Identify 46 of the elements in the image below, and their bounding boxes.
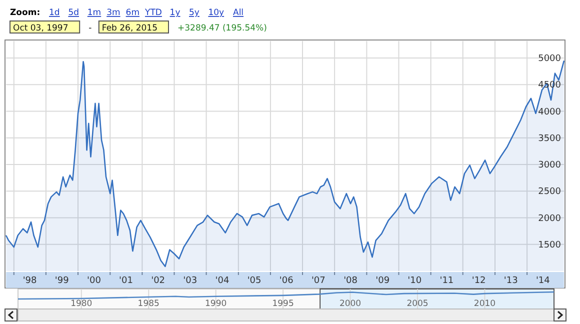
text: 5y [189, 8, 200, 18]
y-tick-label: 4000 [538, 107, 562, 118]
text: 1m [87, 8, 102, 18]
text: 1y [170, 8, 180, 18]
text: YTD [144, 8, 162, 18]
x-tick-label: 2010 [474, 299, 496, 309]
y-tick-label: 5000 [538, 54, 562, 64]
x-tick-label: '03 [183, 276, 198, 286]
x-tick-label: '08 [344, 276, 358, 286]
x-tick-label: 1995 [272, 299, 294, 309]
x-tick-label: '11 [440, 276, 454, 286]
y-tick-label: 2000 [538, 214, 562, 224]
x-tick-label: '01 [119, 276, 133, 286]
text: Zoom: [10, 8, 40, 18]
x-tick-label: '07 [311, 276, 326, 286]
y-tick-label: 2500 [538, 187, 562, 198]
text: Feb 26, 2015 [102, 24, 158, 34]
text: Oct 03, 1997 [13, 24, 68, 34]
x-tick-label: 2000 [339, 299, 362, 309]
x-tick-label: '12 [472, 276, 486, 286]
y-tick-label: 3500 [538, 134, 562, 144]
text: 3m [106, 8, 120, 18]
x-tick-label: 2005 [406, 299, 428, 309]
text: 6m [126, 8, 140, 18]
y-tick-label: 1500 [538, 240, 562, 250]
text: All [233, 8, 244, 18]
x-tick-label: '13 [504, 276, 518, 286]
x-tick-label: 1980 [70, 299, 92, 309]
x-tick-label: '04 [215, 276, 230, 286]
x-tick-label: '98 [22, 276, 38, 286]
x-tick-label: 1985 [138, 299, 160, 309]
x-tick-label: '99 [54, 276, 70, 286]
text: +3289.47 (195.54%) [178, 24, 267, 34]
x-tick-label: '00 [87, 276, 102, 286]
text: - [88, 24, 92, 34]
x-tick-label: '05 [247, 276, 262, 286]
x-tick-label: '14 [536, 276, 550, 286]
y-tick-label: 3000 [538, 160, 562, 171]
text: 1d [49, 8, 60, 18]
text: 10y [208, 8, 224, 18]
x-tick-label: '02 [151, 276, 166, 286]
text: 5d [68, 8, 80, 18]
x-tick-label: '09 [376, 276, 390, 286]
x-tick-label: 1990 [205, 299, 227, 309]
x-tick-label: '10 [408, 276, 422, 286]
x-tick-label: '06 [279, 276, 294, 286]
